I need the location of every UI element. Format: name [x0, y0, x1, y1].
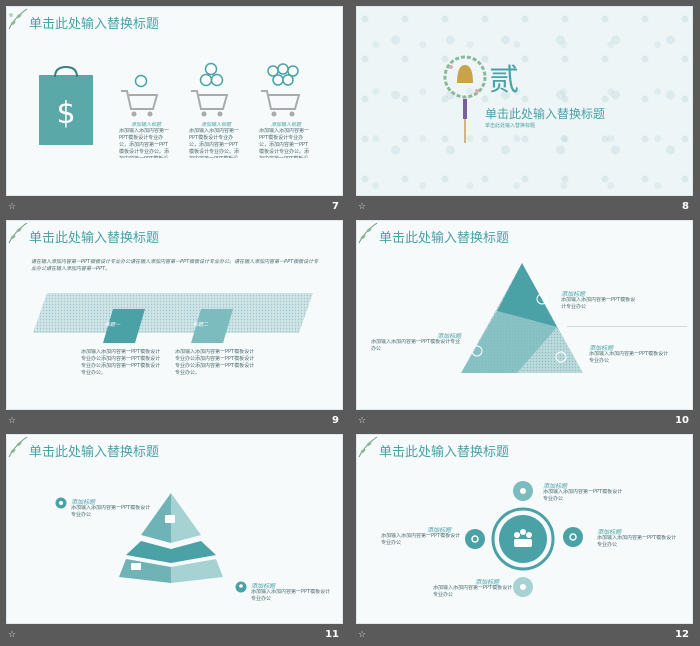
- cart-three-coins-icon: [191, 62, 229, 117]
- slide-number: 8: [682, 201, 689, 212]
- label-text: 添加输入添加内容第一PPT模板设计专业办公: [561, 297, 636, 310]
- slide-footer: ☆ 9: [6, 412, 343, 430]
- slide-title: 单击此处输入替换标题: [379, 445, 510, 460]
- label-head: 添加标题: [589, 345, 614, 352]
- slide-title: 单击此处输入替换标题: [29, 445, 160, 460]
- cart-many-coins-icon: [261, 63, 301, 117]
- label-text: 添加输入添加内容第一PPT模板设计专业办公: [371, 339, 461, 352]
- label-head: 添加标题: [475, 579, 500, 586]
- slide-9-canvas: 单击此处输入替换标题 请在输入添加内容第一PPT模板设计专业办公请在输入添加内容…: [6, 220, 343, 410]
- slide-number: 7: [332, 201, 339, 212]
- item-label: 添加输入标题: [201, 122, 232, 128]
- item-label: 添加输入标题: [271, 122, 302, 128]
- label-text: 添加输入添加内容第一PPT模板设计专业办公: [597, 535, 677, 548]
- item-label: 添加输入标题: [131, 122, 162, 128]
- label-head: 添加标题: [597, 529, 622, 536]
- slide-footer: ☆ 12: [356, 626, 693, 644]
- leaf-decoration-icon: [8, 222, 28, 244]
- svg-text:$: $: [56, 96, 75, 131]
- slide-thumbnail-9[interactable]: 单击此处输入替换标题 请在输入添加内容第一PPT模板设计专业办公请在输入添加内容…: [6, 220, 343, 432]
- slide-number: 11: [325, 629, 339, 640]
- label-head: 添加标题: [71, 499, 96, 506]
- star-icon: ☆: [8, 416, 17, 426]
- slide-footer: ☆ 10: [356, 412, 693, 430]
- star-icon: ☆: [358, 416, 367, 426]
- leaf-decoration-icon: [8, 8, 28, 30]
- star-icon: ☆: [8, 202, 17, 212]
- connector-line: [567, 326, 687, 327]
- star-icon: ☆: [8, 630, 17, 640]
- slide-8-canvas: 贰 单击此处输入替换标题 单击此处输入替换标题: [356, 6, 693, 196]
- settings-icon: [55, 497, 67, 509]
- intro-paragraph: 请在输入添加内容第一PPT模板设计专业办公请在输入添加内容第一PPT模板设计专业…: [31, 259, 319, 272]
- slide-title: 单击此处输入替换标题: [379, 231, 510, 246]
- slide-footer: ☆ 11: [6, 626, 343, 644]
- slide-10-canvas: 单击此处输入替换标题 添加标题 添加输入添加内容第一PPT模板设计专业办公 添加…: [356, 220, 693, 410]
- label-text: 添加输入添加内容第一PPT模板设计专业办公: [433, 585, 513, 598]
- label-head: 添加标题: [561, 291, 586, 298]
- slide-number: 12: [675, 629, 689, 640]
- slide-footer: ☆ 7: [6, 198, 343, 216]
- label-text: 添加输入添加内容第一PPT模板设计专业办公: [589, 351, 669, 364]
- label-head: 添加标题: [437, 333, 462, 340]
- slide-title: 单击此处输入替换标题: [29, 17, 160, 32]
- section-character: 贰: [489, 63, 519, 98]
- section-title: 单击此处输入替换标题: [485, 107, 606, 121]
- slide-12-canvas: 单击此处输入替换标题 添加标题 添加输入添加内容第一PPT模板设计专业办公 添加…: [356, 434, 693, 624]
- slide-thumbnail-11[interactable]: 单击此处输入替换标题 添加标题 添加输入添加内容第一PPT模板设计专业办公 添加…: [6, 434, 343, 646]
- slide-thumbnail-10[interactable]: 单击此处输入替换标题 添加标题 添加输入添加内容第一PPT模板设计专业办公 添加…: [356, 220, 693, 432]
- parallelogram-banner: [33, 293, 313, 343]
- label-text: 添加输入添加内容第一PPT模板设计专业办公: [381, 533, 461, 546]
- star-icon: ☆: [358, 202, 367, 212]
- label-head: 添加标题: [427, 527, 452, 534]
- slide-number: 10: [675, 415, 689, 426]
- slide-number: 9: [332, 415, 339, 426]
- cycle-diagram: [465, 481, 583, 597]
- section-subtitle: 单击此处输入替换标题: [485, 123, 536, 129]
- slide-thumbnail-8[interactable]: 贰 单击此处输入替换标题 单击此处输入替换标题 ☆ 8: [356, 6, 693, 218]
- cart-one-coin-icon: [121, 74, 159, 117]
- slide-thumbnail-7[interactable]: 单击此处输入替换标题 $: [6, 6, 343, 218]
- tag-label: 标题一: [105, 322, 121, 328]
- slide-11-canvas: 单击此处输入替换标题 添加标题 添加输入添加内容第一PPT模板设计专业办公 添加…: [6, 434, 343, 624]
- tag-label: 标题二: [193, 322, 209, 328]
- slide-7-canvas: 单击此处输入替换标题 $: [6, 6, 343, 196]
- label-head: 添加标题: [543, 483, 568, 490]
- slide-title: 单击此处输入替换标题: [29, 231, 160, 246]
- people-icon: [235, 581, 247, 593]
- slide-footer: ☆ 8: [356, 198, 693, 216]
- label-text: 添加输入添加内容第一PPT模板设计专业办公: [543, 489, 623, 502]
- label-text: 添加输入添加内容第一PPT模板设计专业办公: [251, 589, 331, 602]
- label-text: 添加输入添加内容第一PPT模板设计专业办公: [71, 505, 151, 518]
- item-text: 添加输入添加内容第一PPT模板设计专业办公，添加内容第一PPT模板设计专业办公。…: [119, 128, 169, 158]
- pyramid-diagram: [119, 493, 223, 583]
- block-text: 添加输入添加内容第一PPT模板设计专业办公添加内容第一PPT模板设计专业办公添加…: [175, 349, 255, 376]
- leaf-decoration-icon: [358, 436, 378, 458]
- star-icon: ☆: [358, 630, 367, 640]
- triangle-diagram: [461, 263, 583, 373]
- shopping-bag-icon: $: [39, 65, 93, 145]
- item-text: 添加输入添加内容第一PPT模板设计专业办公，添加内容第一PPT模板设计专业办公。…: [189, 128, 239, 158]
- item-text: 添加输入添加内容第一PPT模板设计专业办公，添加内容第一PPT模板设计专业办公。…: [259, 128, 309, 158]
- label-head: 添加标题: [251, 583, 276, 590]
- wreath-bell-icon: [443, 55, 487, 143]
- leaf-decoration-icon: [358, 222, 378, 244]
- block-text: 添加输入添加内容第一PPT模板设计专业办公添加内容第一PPT模板设计专业办公添加…: [81, 349, 161, 376]
- slide-thumbnail-12[interactable]: 单击此处输入替换标题 添加标题 添加输入添加内容第一PPT模板设计专业办公 添加…: [356, 434, 693, 646]
- leaf-decoration-icon: [8, 436, 28, 458]
